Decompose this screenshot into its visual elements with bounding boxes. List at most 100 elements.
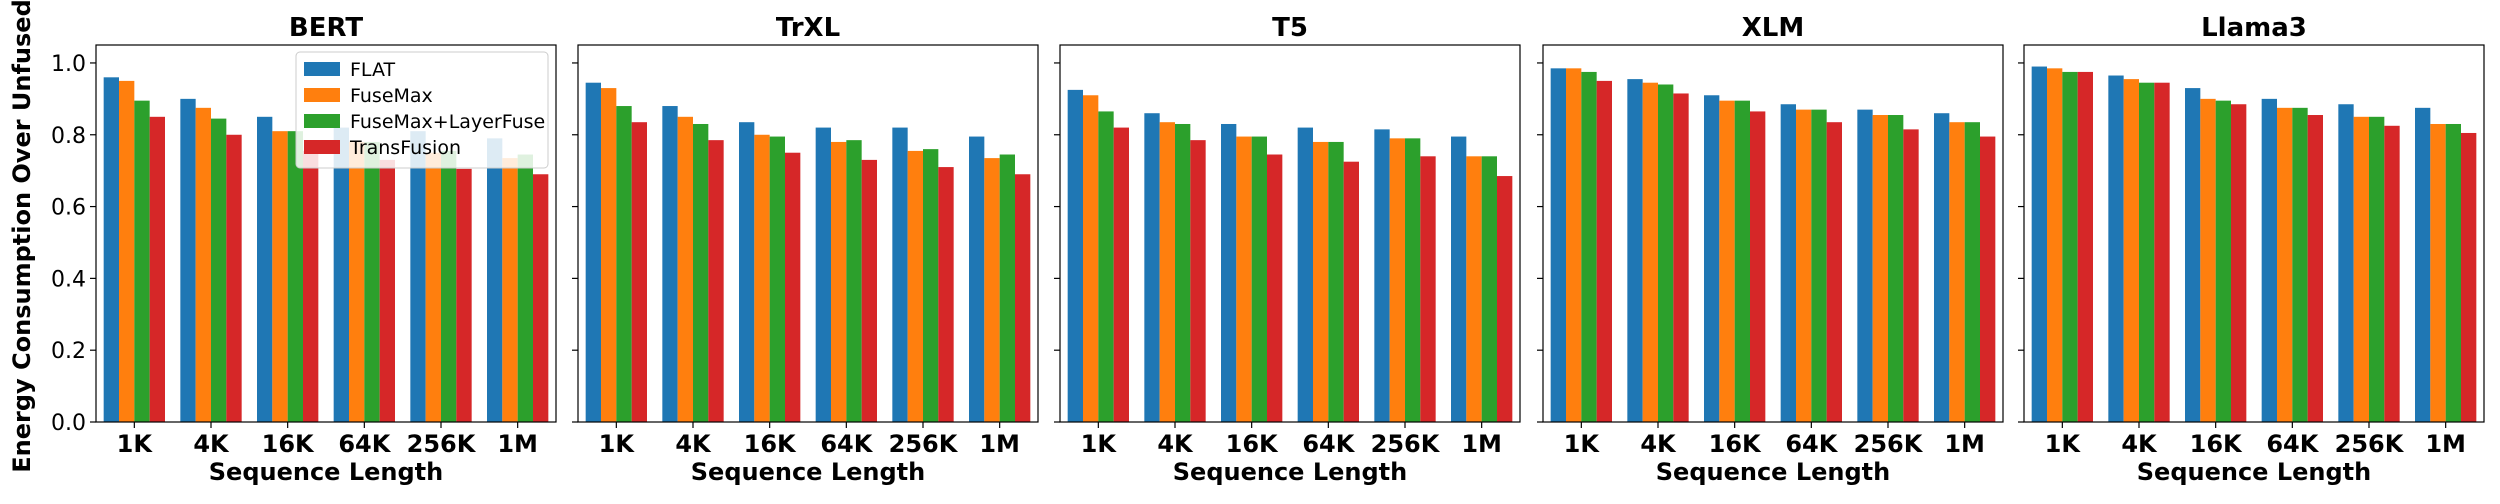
bar (1497, 176, 1513, 422)
bar (1980, 136, 1996, 423)
bar (1596, 80, 1612, 423)
bar (1964, 122, 1980, 422)
panel-llama3: Llama3 1K 4K 16K 64K 256K 1M Sequence Length (2018, 13, 2485, 486)
bar (861, 159, 877, 422)
x-tick-label: 16K (262, 430, 315, 458)
bar (1466, 156, 1482, 423)
bar (999, 154, 1015, 422)
x-tick-label: 256K (2335, 430, 2405, 458)
bar (180, 98, 196, 422)
bar (410, 131, 426, 422)
bar (846, 140, 862, 422)
y-tick-label: 0.2 (51, 339, 86, 364)
bar (1903, 129, 1919, 422)
bar (1451, 136, 1467, 423)
bar (1872, 115, 1888, 422)
panel-title: BERT (289, 13, 363, 43)
bar (2139, 82, 2155, 422)
x-tick-label: 256K (407, 430, 477, 458)
legend-label: FuseMax (350, 85, 433, 107)
bar (969, 136, 985, 423)
bar (892, 127, 908, 422)
plot-frame (1059, 44, 1521, 423)
panel-bert: BERT 0.0 0.2 0.4 0.6 0.8 1.0 1K 4K 16K 64K 256K 1M Se… (51, 13, 557, 486)
bar (601, 88, 617, 422)
bar (1642, 82, 1658, 422)
bar (1888, 115, 1904, 422)
bar (379, 159, 395, 422)
bar (487, 138, 503, 422)
bar (1550, 68, 1566, 422)
bar (2430, 123, 2446, 422)
bar (1420, 156, 1436, 423)
bar (195, 107, 211, 422)
bar (272, 131, 288, 422)
bar (938, 167, 954, 422)
bar (2108, 75, 2124, 423)
bar (1780, 104, 1796, 422)
bar (103, 77, 119, 423)
bar (2369, 116, 2385, 423)
bar (1083, 95, 1099, 423)
bar (1405, 138, 1421, 422)
panel-xlm: XLM 1K 4K 16K 64K 256K 1M Sequence Length (1537, 13, 2004, 486)
bar (1098, 111, 1114, 422)
bar (303, 150, 319, 422)
bar (1236, 136, 1252, 423)
bar (425, 152, 441, 422)
plot-frame (1542, 44, 2004, 423)
bar (1750, 111, 1766, 422)
bar (2031, 66, 2047, 423)
x-tick-label: 256K (1371, 430, 1441, 458)
x-axis-label: Sequence Length (1173, 458, 1407, 486)
legend-box (295, 51, 549, 169)
bar (287, 131, 303, 422)
bar (769, 136, 785, 423)
x-axis-label: Sequence Length (1656, 458, 1890, 486)
bar (1015, 174, 1031, 422)
legend: FLAT FuseMax FuseMax+LayerFuse TransFusion (295, 51, 549, 169)
bar (2231, 104, 2247, 422)
bar (1627, 79, 1643, 422)
y-axis-label: Energy Consumption Over Unfused (8, 0, 36, 473)
x-tick-label: 4K (193, 430, 230, 458)
panel-title: TrXL (776, 13, 840, 43)
x-tick-label: 1K (117, 430, 154, 458)
x-tick-label: 4K (675, 430, 712, 458)
x-tick-label: 16K (2190, 430, 2243, 458)
bar (2062, 71, 2078, 422)
bar (1949, 122, 1965, 422)
x-axis-label: Sequence Length (209, 458, 443, 486)
x-tick-label: 1M (1944, 430, 1985, 458)
bar (2338, 104, 2354, 422)
bar (1175, 123, 1191, 422)
plot-frame (577, 44, 1039, 423)
bar (1566, 68, 1582, 422)
bar (2277, 107, 2293, 422)
bar (1113, 127, 1129, 422)
bar (1190, 140, 1206, 422)
bar (1704, 95, 1720, 423)
bar (1297, 127, 1313, 422)
bar (2077, 71, 2093, 422)
bar (1343, 161, 1359, 422)
bar (1389, 138, 1405, 422)
x-tick-label: 4K (2121, 430, 2158, 458)
bar (1067, 89, 1083, 422)
y-tick-label: 0.4 (51, 267, 86, 292)
bar (1267, 154, 1283, 422)
bar (2123, 79, 2139, 422)
bar (2353, 116, 2369, 423)
x-tick-label: 1M (979, 430, 1020, 458)
panel-title: T5 (1272, 13, 1308, 43)
bar (923, 149, 939, 422)
bar (2307, 115, 2323, 422)
x-tick-label: 1K (1564, 430, 1601, 458)
y-tick-label: 1.0 (51, 52, 86, 77)
bar (1251, 136, 1267, 423)
x-tick-label: 256K (1854, 430, 1924, 458)
x-tick-label: 64K (1785, 430, 1838, 458)
bar (1481, 156, 1497, 423)
